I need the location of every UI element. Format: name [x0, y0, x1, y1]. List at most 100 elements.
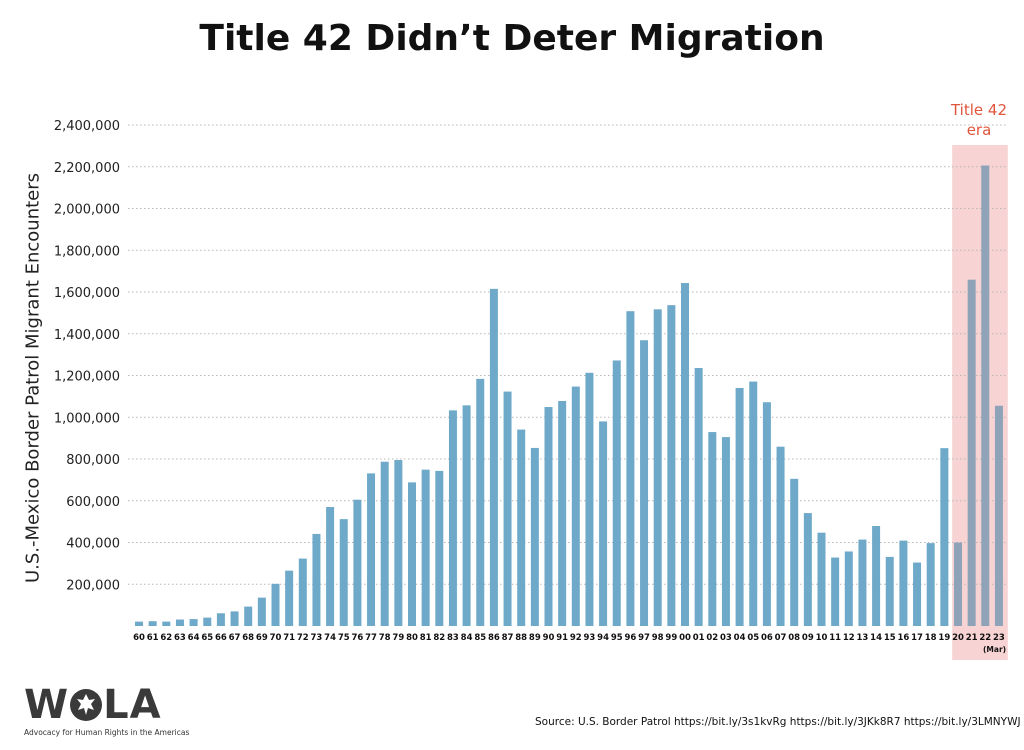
x-tick-label: 73 — [311, 633, 323, 643]
x-tick-label: 05 — [747, 633, 759, 643]
x-tick-label: 19 — [938, 633, 950, 643]
bar — [558, 400, 567, 626]
x-tick-label: 02 — [706, 633, 718, 643]
y-tick-label: 2,000,000 — [54, 203, 120, 218]
x-tick-label: 20 — [952, 633, 964, 643]
bar — [885, 556, 894, 626]
title42-label-line2: era — [966, 121, 992, 139]
x-tick-label: 88 — [515, 633, 527, 643]
bar — [790, 478, 799, 626]
bar — [489, 288, 498, 626]
x-tick-label: 97 — [638, 633, 650, 643]
x-tick-label: 76 — [351, 633, 363, 643]
x-tick-label: 22 — [979, 633, 991, 643]
x-tick-label: 75 — [338, 633, 350, 643]
x-tick-label: 83 — [447, 633, 459, 643]
bar — [708, 432, 717, 626]
bar — [681, 283, 689, 626]
bar — [899, 540, 908, 626]
x-tick-label: 11 — [829, 633, 841, 643]
bar — [380, 461, 389, 626]
x-tick-label: 69 — [256, 633, 268, 643]
x-tick-label: 10 — [816, 633, 828, 643]
x-tick-label: 68 — [242, 633, 254, 643]
x-tick-label: 67 — [229, 633, 241, 643]
x-tick-label: 12 — [843, 633, 855, 643]
x-tick-label: 84 — [461, 633, 473, 643]
bar — [967, 279, 976, 626]
bar — [271, 583, 280, 626]
x-tick-label: 96 — [624, 633, 636, 643]
bar — [503, 391, 512, 626]
bar — [285, 570, 294, 626]
bar — [448, 410, 457, 626]
bar — [353, 499, 362, 626]
bar — [175, 619, 184, 626]
bar — [585, 372, 594, 626]
x-tick-label: 94 — [597, 633, 609, 643]
bar — [954, 542, 962, 626]
x-tick-label: 21 — [966, 633, 978, 643]
x-tick-label: 72 — [297, 633, 309, 643]
bar — [326, 507, 335, 626]
bar — [721, 437, 730, 626]
x-tick-label: 01 — [693, 633, 705, 643]
bar-chart: 200,000 400,000 600,000 800,000 1,000,000 1,2… — [54, 119, 1008, 660]
x-tick-label: 64 — [188, 633, 200, 643]
bar — [735, 388, 744, 626]
chart-title: Title 42 Didn’t Deter Migration — [199, 18, 825, 59]
y-tick-label: 400,000 — [66, 537, 120, 552]
bar — [913, 562, 922, 626]
bar — [517, 429, 526, 626]
bar — [599, 421, 608, 626]
bar — [462, 405, 471, 626]
bar — [216, 613, 225, 626]
x-tick-label: 62 — [160, 633, 172, 643]
x-tick-label: 00 — [679, 633, 691, 643]
wola-tagline: Advocacy for Human Rights in the America… — [24, 728, 190, 737]
x-tick-label: 93 — [584, 633, 596, 643]
x-tick-label: 71 — [283, 633, 295, 643]
y-tick-label: 2,200,000 — [54, 161, 120, 176]
x-tick-label: 70 — [270, 633, 282, 643]
y-tick-label: 1,400,000 — [54, 328, 120, 343]
x-tick-label: 90 — [543, 633, 555, 643]
x-tick-label: 09 — [802, 633, 814, 643]
bar — [257, 597, 266, 626]
bar — [476, 378, 485, 626]
title42-label-line1: Title 42 — [950, 101, 1007, 119]
source-note: Source: U.S. Border Patrol https://bit.l… — [535, 716, 1021, 728]
bar — [298, 558, 307, 626]
x-tick-label: 98 — [652, 633, 664, 643]
bar — [162, 621, 171, 626]
bar — [653, 309, 662, 626]
x-tick-label: 80 — [406, 633, 418, 643]
bar — [994, 405, 1003, 626]
x-tick-label: 06 — [761, 633, 773, 643]
x-tick-label: 14 — [870, 633, 882, 643]
x-tick-label: 78 — [379, 633, 391, 643]
bar — [831, 557, 840, 626]
x-tick-label: 89 — [529, 633, 541, 643]
bar — [762, 402, 771, 626]
bar — [203, 617, 212, 626]
x-tick-label: 16 — [897, 633, 909, 643]
y-axis-label: U.S.-Mexico Border Patrol Migrant Encoun… — [22, 172, 44, 584]
bar — [571, 386, 580, 626]
x-tick-label: 82 — [433, 633, 445, 643]
y-tick-label: 2,400,000 — [54, 119, 120, 134]
bar — [640, 340, 649, 626]
x-tick-label: 23 — [993, 633, 1005, 643]
title42-era-label: Title 42 era — [935, 100, 1023, 140]
x-tick-label: 65 — [201, 633, 213, 643]
x-tick-label: 66 — [215, 633, 227, 643]
bar — [312, 533, 321, 626]
bar — [135, 621, 143, 626]
bar — [230, 611, 239, 626]
x-tick-label: 07 — [775, 633, 787, 643]
x-tick-label: 13 — [857, 633, 869, 643]
bar — [872, 526, 881, 626]
bar — [612, 360, 621, 626]
bar — [244, 606, 253, 626]
bar — [694, 367, 703, 626]
